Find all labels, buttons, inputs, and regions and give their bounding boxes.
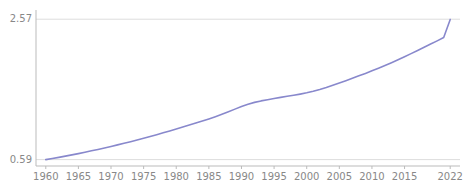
x-tick-label: 2000 — [294, 171, 319, 182]
line — [46, 19, 450, 159]
x-tick — [274, 166, 275, 169]
x-tick — [208, 166, 209, 169]
x-tick-label: 1975 — [131, 171, 156, 182]
x-tick-label: 2010 — [359, 171, 384, 182]
x-tick-label: 1980 — [164, 171, 189, 182]
y-axis-line — [36, 10, 37, 166]
x-tick-label: 2005 — [327, 171, 352, 182]
x-tick-label: 2022 — [437, 171, 462, 182]
y-axis: 0.59 2.57 — [10, 13, 32, 164]
x-tick-label: 1995 — [261, 171, 286, 182]
x-tick — [45, 166, 46, 169]
x-axis: 1960 1965 1970 1975 1980 1985 1990 1995 2000 2005… — [33, 166, 463, 182]
grid — [36, 19, 460, 159]
x-tick — [371, 166, 372, 169]
y-tick-label: 2.57 — [10, 13, 32, 24]
x-tick — [241, 166, 242, 169]
x-tick — [111, 166, 112, 169]
grid-line — [36, 159, 460, 160]
x-tick-label: 2015 — [392, 171, 417, 182]
x-tick-label: 1965 — [66, 171, 91, 182]
x-tick — [306, 166, 307, 169]
plot-area — [46, 19, 450, 159]
x-tick-label: 1985 — [196, 171, 221, 182]
grid-line — [36, 19, 460, 20]
x-tick — [176, 166, 177, 169]
x-tick — [450, 166, 451, 169]
chart: 0.59 2.57 1960 1965 1970 1975 1980 1985 1990 1995… — [0, 0, 474, 188]
x-tick — [404, 166, 405, 169]
x-tick — [78, 166, 79, 169]
x-tick-label: 1960 — [33, 171, 58, 182]
x-tick — [339, 166, 340, 169]
y-tick-label: 0.59 — [10, 154, 32, 165]
x-tick-label: 1970 — [98, 171, 123, 182]
x-axis-line — [36, 166, 460, 167]
x-tick — [143, 166, 144, 169]
x-tick-label: 1990 — [229, 171, 254, 182]
